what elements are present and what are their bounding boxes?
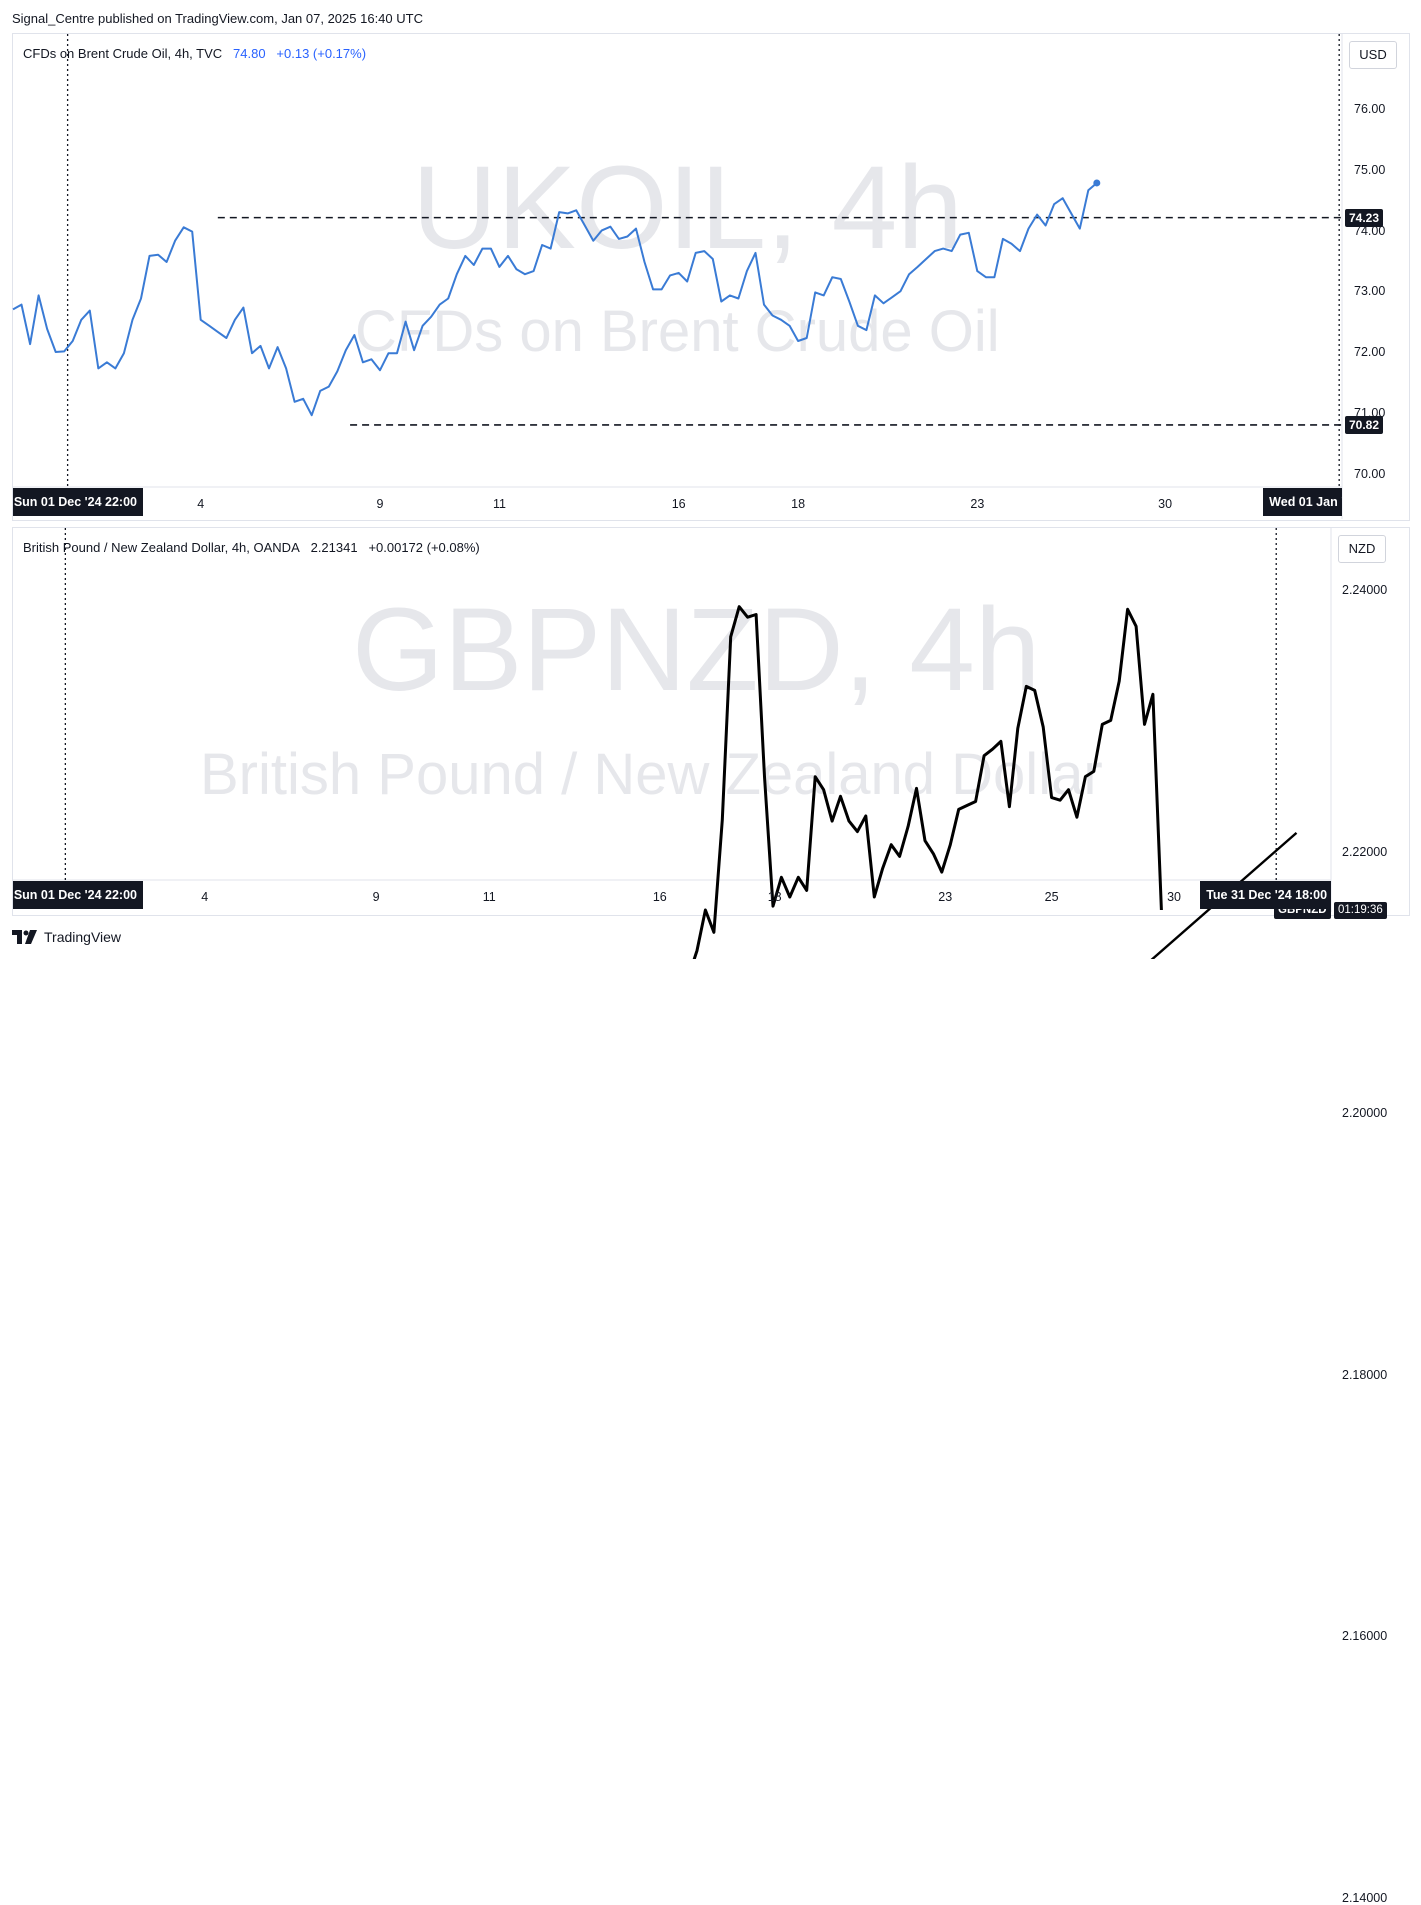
legend-change: +0.00172 (+0.08%)	[368, 540, 480, 555]
legend-price: 2.21341	[310, 540, 358, 555]
price-tick-label: 72.00	[1354, 345, 1386, 360]
price-series-line	[692, 605, 1163, 959]
price-tick-label: 73.00	[1354, 284, 1386, 299]
time-tick-label: 4	[197, 497, 205, 511]
price-tick-label: 2.24000	[1342, 583, 1388, 597]
countdown-tag: 01:19:36	[1334, 902, 1387, 920]
time-tick-label: 9	[372, 890, 380, 904]
price-tick-label: 75.00	[1354, 162, 1386, 177]
level-price-tag: 70.82	[1345, 415, 1384, 434]
time-tick-label: 18	[767, 890, 782, 904]
legend-change: +0.13 (+0.17%)	[276, 46, 367, 61]
time-tick-label: 23	[938, 890, 953, 904]
price-tick-label: 70.00	[1354, 466, 1386, 481]
time-tick-label: 16	[652, 890, 667, 904]
tradingview-logo-icon	[12, 930, 37, 944]
footer: TradingView	[12, 929, 121, 945]
time-tick-label: 11	[492, 497, 506, 511]
price-tick-label: 2.22000	[1342, 844, 1388, 859]
time-tick-label: 30	[1158, 497, 1173, 511]
legend-symbol-name: CFDs on Brent Crude Oil, 4h, TVC	[23, 46, 223, 61]
time-tick-label: 30	[1167, 890, 1181, 904]
price-series-line	[12, 182, 1098, 417]
price-tick-label: 2.14000	[1342, 1890, 1388, 1905]
currency-button-top[interactable]: USD	[1349, 41, 1397, 69]
start-time-tag: Sun 01 Dec '24 22:00	[13, 488, 143, 516]
price-tick-label: 2.18000	[1342, 1367, 1388, 1382]
time-tick-label: 9	[376, 497, 384, 511]
charts-svg	[12, 34, 1343, 959]
trend-line	[1150, 831, 1298, 959]
price-tick-label: 74.00	[1354, 223, 1386, 238]
end-time-tag: Wed 01 Jan '25 22:00	[1263, 488, 1342, 516]
time-tick-label: 18	[791, 497, 806, 511]
level-price-tag: 74.23	[1345, 208, 1384, 227]
legend-top: CFDs on Brent Crude Oil, 4h, TVC 74.80 +…	[23, 46, 366, 61]
time-tick-label: 25	[1044, 890, 1059, 904]
time-tick-label: 16	[671, 497, 686, 511]
publish-info: Signal_Centre published on TradingView.c…	[12, 11, 423, 26]
footer-brand: TradingView	[44, 929, 122, 945]
chart-panel-bottom[interactable]	[12, 527, 1410, 916]
last-price-dot	[1093, 179, 1101, 187]
legend-symbol-name: British Pound / New Zealand Dollar, 4h, …	[23, 540, 300, 555]
time-tick-label: 4	[201, 890, 209, 904]
chart-panel-top[interactable]	[12, 33, 1410, 521]
end-time-tag: Tue 31 Dec '24 18:00	[1200, 881, 1331, 909]
currency-button-bottom[interactable]: NZD	[1338, 535, 1386, 563]
legend-bottom: British Pound / New Zealand Dollar, 4h, …	[23, 540, 480, 555]
price-tick-label: 76.00	[1354, 102, 1386, 116]
time-tick-label: 23	[970, 497, 985, 511]
start-time-tag: Sun 01 Dec '24 22:00	[13, 881, 143, 909]
price-tick-label: 2.20000	[1342, 1106, 1388, 1120]
price-tick-label: 2.16000	[1342, 1629, 1388, 1643]
legend-price: 74.80	[233, 46, 266, 61]
time-tick-label: 11	[482, 890, 496, 904]
